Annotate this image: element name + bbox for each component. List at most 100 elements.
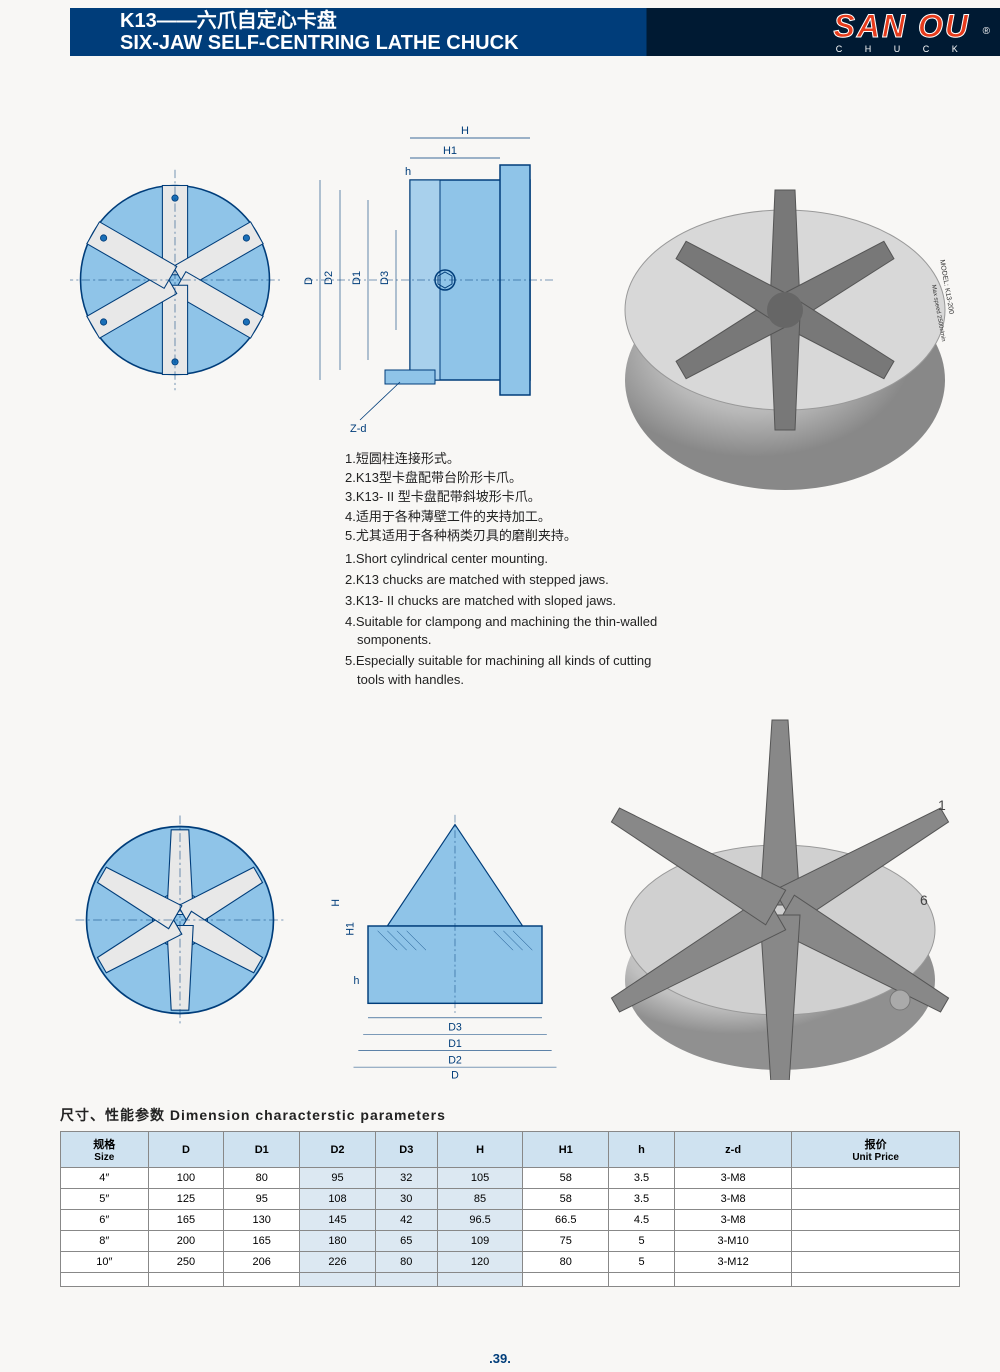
table-col-3: D2 (300, 1132, 376, 1168)
trademark-icon: ® (983, 26, 990, 37)
table-col-0: 规格Size (61, 1132, 149, 1168)
table-cell: 6″ (61, 1210, 149, 1231)
note-cn-3: 3.K13- II 型卡盘配带斜坡形卡爪。 (345, 488, 665, 506)
jaw-number-6: 6 (920, 892, 928, 908)
table-row: 4″100809532105583.53-M8 (61, 1168, 960, 1189)
note-cn-4: 4.适用于各种薄壁工件的夹持加工。 (345, 508, 665, 526)
product-photo-top: MODEL: K13-200 Max speed 2500r/min (600, 130, 970, 500)
table-cell (792, 1210, 960, 1231)
table-cell: 145 (300, 1210, 376, 1231)
table-col-1: D (148, 1132, 224, 1168)
page-number: .39. (489, 1351, 511, 1366)
table-cell: 206 (224, 1252, 300, 1273)
table-cell: 3-M8 (674, 1168, 791, 1189)
table-cell: 165 (148, 1210, 224, 1231)
table-cell: 85 (437, 1189, 523, 1210)
dim2-D: D (451, 1070, 459, 1081)
dim-D3: D3 (379, 271, 391, 285)
table-cell: 130 (224, 1210, 300, 1231)
side-view-diagram: H H1 h D D2 D1 D3 Z-d (300, 120, 560, 440)
dim-H1: H1 (443, 145, 457, 157)
table-cell: 75 (523, 1231, 609, 1252)
table-cell: 165 (224, 1231, 300, 1252)
table-cell: 125 (148, 1189, 224, 1210)
table-row: 5″125951083085583.53-M8 (61, 1189, 960, 1210)
table-row-empty (61, 1273, 960, 1287)
spec-table-section: 尺寸、性能参数 Dimension characterstic paramete… (60, 1105, 960, 1287)
front-view-diagram-2 (70, 810, 290, 1090)
section-view-diagram-2: H H1 h D3 D1 D2 D (310, 810, 600, 1090)
dim-H: H (461, 125, 469, 137)
table-cell: 4.5 (609, 1210, 675, 1231)
page-header: K13——六爪自定心卡盘 SIX-JAW SELF-CENTRING LATHE… (70, 8, 1000, 56)
note-en-1: 1.Short cylindrical center mounting. (345, 550, 675, 569)
front-view-diagram (70, 120, 280, 440)
dim-h: h (405, 166, 411, 178)
dim2-D3: D3 (448, 1021, 462, 1033)
table-cell: 58 (523, 1168, 609, 1189)
table-cell: 80 (224, 1168, 300, 1189)
brand-logo: SAN OU C H U C K (834, 10, 970, 54)
table-cell: 30 (375, 1189, 437, 1210)
note-en-4: 4.Suitable for clampong and machining th… (345, 613, 675, 651)
table-title: 尺寸、性能参数 Dimension characterstic paramete… (60, 1105, 960, 1125)
jaw-number-1: 1 (938, 797, 946, 813)
table-col-4: D3 (375, 1132, 437, 1168)
table-cell: 5 (609, 1252, 675, 1273)
note-cn-1: 1.短圆柱连接形式。 (345, 450, 665, 468)
note-cn-5: 5.尤其适用于各种柄类刃具的磨削夹持。 (345, 527, 665, 545)
table-cell: 3.5 (609, 1168, 675, 1189)
dim2-D2: D2 (448, 1054, 462, 1066)
dim2-H: H (330, 899, 342, 907)
table-cell: 105 (437, 1168, 523, 1189)
table-header-row: 规格SizeDD1D2D3HH1hz-d报价Unit Price (61, 1132, 960, 1168)
table-col-6: H1 (523, 1132, 609, 1168)
table-cell: 3-M12 (674, 1252, 791, 1273)
note-en-3: 3.K13- II chucks are matched with sloped… (345, 592, 675, 611)
table-cell: 200 (148, 1231, 224, 1252)
table-cell: 80 (375, 1252, 437, 1273)
table-cell: 120 (437, 1252, 523, 1273)
table-cell: 58 (523, 1189, 609, 1210)
product-photo-bottom: 1 6 (600, 680, 960, 1080)
table-col-7: h (609, 1132, 675, 1168)
dim-D: D (303, 277, 315, 285)
table-cell: 96.5 (437, 1210, 523, 1231)
table-cell: 4″ (61, 1168, 149, 1189)
table-cell: 3-M10 (674, 1231, 791, 1252)
brand-sub: C H U C K (834, 44, 970, 54)
dim-D1: D1 (351, 271, 363, 285)
table-cell (792, 1168, 960, 1189)
dim-Zd: Z-d (350, 423, 367, 435)
table-cell: 5″ (61, 1189, 149, 1210)
notes-chinese: 1.短圆柱连接形式。 2.K13型卡盘配带台阶形卡爪。 3.K13- II 型卡… (345, 450, 665, 546)
note-en-2: 2.K13 chucks are matched with stepped ja… (345, 571, 675, 590)
dim-D2: D2 (323, 271, 335, 285)
dim2-H1: H1 (344, 922, 356, 936)
table-cell: 80 (523, 1252, 609, 1273)
table-col-8: z-d (674, 1132, 791, 1168)
table-cell (792, 1252, 960, 1273)
table-cell: 95 (224, 1189, 300, 1210)
table-row: 10″250206226801208053-M12 (61, 1252, 960, 1273)
spec-table: 规格SizeDD1D2D3HH1hz-d报价Unit Price 4″10080… (60, 1131, 960, 1287)
table-col-5: H (437, 1132, 523, 1168)
bottom-diagrams: H H1 h D3 D1 D2 D (70, 810, 600, 1090)
table-cell: 66.5 (523, 1210, 609, 1231)
table-col-9: 报价Unit Price (792, 1132, 960, 1168)
table-cell: 95 (300, 1168, 376, 1189)
title-cn: K13——六爪自定心卡盘 (120, 11, 519, 31)
table-row: 6″1651301454296.566.54.53-M8 (61, 1210, 960, 1231)
brand-text: SAN OU (834, 10, 970, 42)
table-col-2: D1 (224, 1132, 300, 1168)
table-cell: 3-M8 (674, 1189, 791, 1210)
header-titles: K13——六爪自定心卡盘 SIX-JAW SELF-CENTRING LATHE… (120, 11, 519, 53)
table-cell: 32 (375, 1168, 437, 1189)
table-cell: 100 (148, 1168, 224, 1189)
table-cell: 3-M8 (674, 1210, 791, 1231)
table-cell: 3.5 (609, 1189, 675, 1210)
table-cell: 180 (300, 1231, 376, 1252)
table-cell: 108 (300, 1189, 376, 1210)
table-cell: 10″ (61, 1252, 149, 1273)
dim2-h: h (353, 975, 359, 987)
